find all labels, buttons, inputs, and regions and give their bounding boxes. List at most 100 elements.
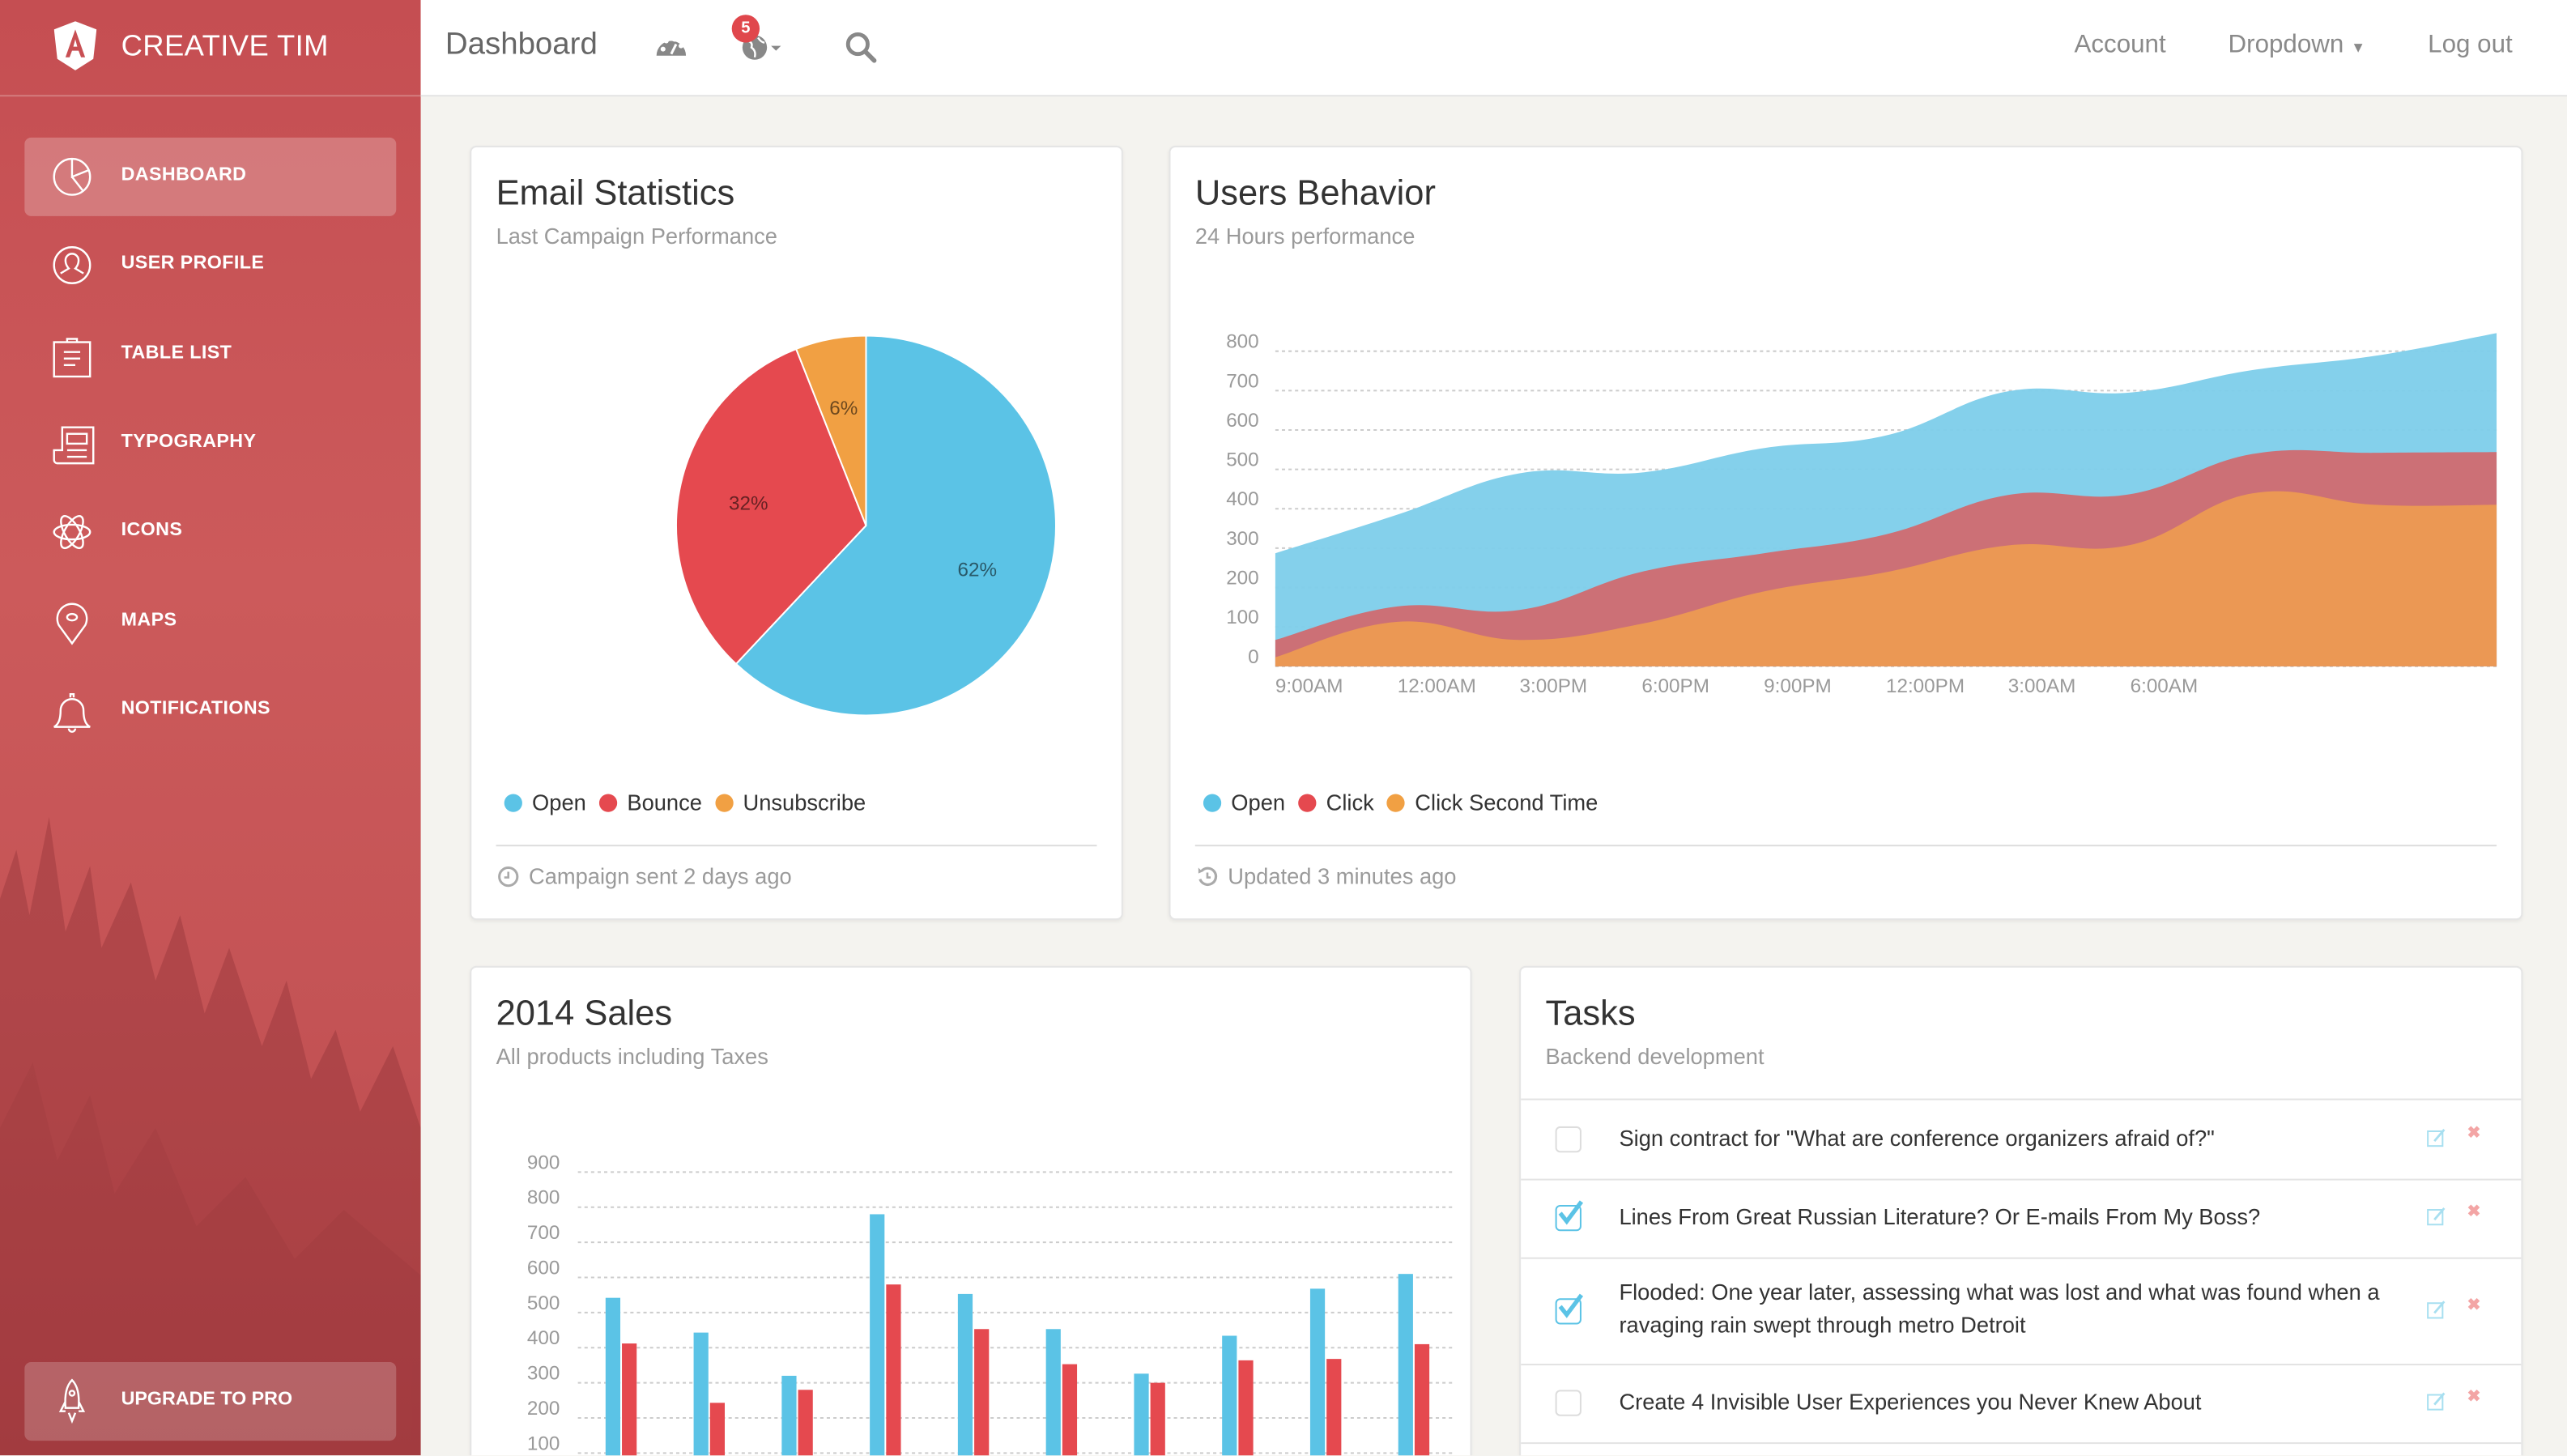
bar-series1-4 <box>870 1214 885 1456</box>
area-series-click-second-time <box>1275 491 2497 666</box>
legend-dot <box>1386 794 1406 812</box>
tasks-card: Tasks Backend development Sign contract … <box>1519 965 2523 1456</box>
y-tick-label: 700 <box>1226 370 1258 392</box>
task-checkbox[interactable] <box>1555 1200 1584 1232</box>
brand-logo[interactable]: CREATIVE TIM <box>0 0 421 97</box>
sidebar-item-notifications[interactable]: NOTIFICATIONS <box>24 671 396 750</box>
task-checkbox[interactable] <box>1555 1292 1584 1324</box>
task-row: Lines From Great Russian Literature? Or … <box>1521 1179 2522 1259</box>
search-icon[interactable] <box>845 31 877 63</box>
bar-series2-10 <box>1414 1343 1430 1456</box>
task-text: Flooded: One year later, assessing what … <box>1619 1279 2380 1338</box>
sidebar-item-dashboard[interactable]: DASHBOARD <box>24 137 397 216</box>
sales-bar-chart: 100 200 300 400 500 600 700 800 900 <box>527 1152 1454 1456</box>
legend-dot <box>1298 794 1317 812</box>
remove-task-icon[interactable]: ✖ <box>2467 1296 2481 1314</box>
task-checkbox[interactable] <box>1555 1390 1581 1416</box>
notification-count-badge: 5 <box>731 15 760 43</box>
sidebar-item-table-list[interactable]: TABLE LIST <box>24 316 396 394</box>
legend-label: Unsubscribe <box>743 790 866 815</box>
remove-task-icon[interactable]: ✖ <box>2467 1388 2481 1407</box>
edit-task-icon[interactable] <box>2426 1297 2446 1326</box>
task-text: Create 4 Invisible User Experiences you … <box>1619 1390 2202 1415</box>
bar-series1-9 <box>1309 1288 1326 1456</box>
brand-name: CREATIVE TIM <box>121 29 329 62</box>
logout-link[interactable]: Log out <box>2428 31 2513 59</box>
account-link[interactable]: Account <box>2074 31 2166 59</box>
bar-series1-6 <box>1045 1329 1061 1456</box>
legend-label: Bounce <box>627 790 702 815</box>
bar-series1-2 <box>693 1332 709 1456</box>
top-navbar: Dashboard 5 Account Dropdown ▼ Log out <box>420 0 2567 97</box>
legend-dot <box>1203 794 1222 812</box>
bar-series2-9 <box>1326 1359 1342 1456</box>
sidebar-item-maps[interactable]: MAPS <box>24 583 396 662</box>
sidebar-item-label: MAPS <box>121 611 177 631</box>
edit-task-icon[interactable] <box>2426 1126 2446 1156</box>
checkmark-icon <box>1558 1292 1584 1318</box>
edit-task-icon[interactable] <box>2426 1390 2446 1419</box>
dropdown-label: Dropdown <box>2228 31 2344 59</box>
x-tick-label: 12:00PM <box>1886 675 1965 697</box>
x-tick-label: 12:00AM <box>1398 675 1476 697</box>
legend-dot <box>504 794 522 812</box>
legend-bounce: Bounce <box>594 790 702 815</box>
x-tick-label: 6:00PM <box>1641 675 1709 697</box>
dashboard-gauge-icon[interactable] <box>655 31 688 60</box>
x-tick-label: 9:00PM <box>1764 675 1832 697</box>
y-tick-label: 900 <box>527 1152 560 1173</box>
history-icon <box>1198 866 1218 886</box>
remove-task-icon[interactable]: ✖ <box>2467 1124 2481 1143</box>
card-subtitle: Backend development <box>1545 1044 1765 1070</box>
bar-series1-8 <box>1222 1335 1237 1456</box>
y-tick-label: 100 <box>527 1433 560 1454</box>
sidebar-item-label: TYPOGRAPHY <box>121 432 257 452</box>
sidebar-item-typography[interactable]: TYPOGRAPHY <box>24 404 396 483</box>
legend-open: Open <box>500 790 586 815</box>
divider <box>1521 1098 2522 1101</box>
divider <box>1194 845 2497 847</box>
clipboard-icon <box>53 338 92 378</box>
task-checkbox[interactable] <box>1555 1126 1581 1153</box>
user-icon <box>53 246 92 284</box>
caret-down-icon: ▼ <box>2351 39 2366 56</box>
legend-label: Click Second Time <box>1415 790 1599 815</box>
bar-series2-2 <box>709 1403 725 1456</box>
pie-slice-label: 62% <box>958 559 998 581</box>
clock-icon <box>498 866 519 888</box>
card-subtitle: All products including Taxes <box>496 1044 768 1070</box>
card-title: Users Behavior <box>1194 173 1436 213</box>
bar-series2-5 <box>974 1329 990 1456</box>
sidebar-item-icons[interactable]: ICONS <box>24 493 396 572</box>
y-tick-label: 600 <box>1226 410 1258 432</box>
x-tick-label: 3:00PM <box>1520 675 1588 697</box>
remove-task-icon[interactable]: ✖ <box>2467 1203 2481 1222</box>
pie-slice-open <box>734 334 1057 717</box>
upgrade-label: UPGRADE TO PRO <box>121 1390 293 1410</box>
y-tick-label: 200 <box>1226 567 1258 589</box>
legend-open: Open <box>1198 790 1285 815</box>
sidebar-item-label: USER PROFILE <box>121 253 265 274</box>
card-footer: Campaign sent 2 days ago <box>498 864 792 889</box>
y-tick-label: 200 <box>527 1398 560 1420</box>
card-subtitle: Last Campaign Performance <box>496 224 777 249</box>
task-row: Flooded: One year later, assessing what … <box>1521 1258 2522 1366</box>
pie-slice-label: 32% <box>729 492 768 514</box>
edit-task-icon[interactable] <box>2426 1205 2446 1234</box>
sidebar-item-user-profile[interactable]: USER PROFILE <box>24 226 396 304</box>
bar-series1-5 <box>957 1293 973 1456</box>
map-pin-icon <box>56 602 88 645</box>
forest-background-image <box>0 816 421 1456</box>
dropdown-menu[interactable]: Dropdown ▼ <box>2229 31 2366 60</box>
footer-text: Campaign sent 2 days ago <box>529 864 792 889</box>
upgrade-to-pro-button[interactable]: UPGRADE TO PRO <box>24 1362 397 1441</box>
y-tick-label: 0 <box>1248 646 1259 668</box>
card-title: 2014 Sales <box>496 994 673 1033</box>
pie-chart-icon <box>53 157 92 196</box>
area-legend: Open Click Click Second Time <box>1198 790 1607 815</box>
angular-logo-icon <box>53 21 97 70</box>
bar-series1-3 <box>781 1375 797 1456</box>
legend-dot <box>598 794 618 812</box>
bar-series2-1 <box>622 1343 637 1456</box>
sales-card: 2014 Sales All products including Taxes … <box>470 965 1472 1456</box>
